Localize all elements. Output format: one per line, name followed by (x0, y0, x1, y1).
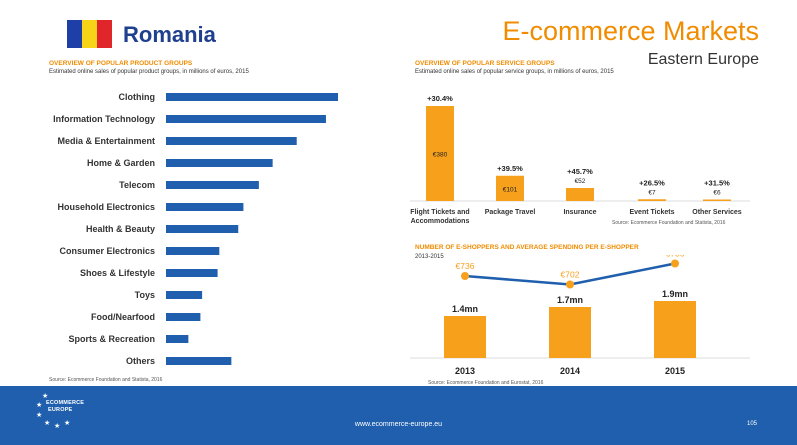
region-subtitle: Eastern Europe (647, 51, 759, 68)
product-bar (166, 225, 239, 233)
shopper-bar-label: 1.4mn (452, 304, 478, 314)
product-category-label: Consumer Electronics (59, 246, 155, 256)
service-bar (426, 106, 454, 201)
service-value-label: €7 (648, 189, 656, 196)
shopper-bar (549, 307, 591, 358)
shopper-year-label: 2014 (560, 366, 580, 376)
product-category-label: Others (126, 356, 155, 366)
product-bar (166, 203, 244, 211)
shopper-bar (654, 301, 696, 358)
footer-url[interactable]: www.ecommerce-europe.eu (354, 421, 443, 428)
service-bar (496, 175, 524, 201)
product-bar (166, 335, 189, 343)
product-category-label: Household Electronics (57, 202, 155, 212)
product-section-title: OVERVIEW OF POPULAR PRODUCT GROUPS (49, 60, 193, 67)
spending-label: €736 (456, 261, 475, 271)
star-icon: ★ (36, 402, 43, 409)
product-bar (166, 247, 220, 255)
service-value-label: €52 (575, 178, 586, 185)
service-category-label: Other Services (692, 209, 742, 216)
shopper-year-label: 2015 (665, 366, 685, 376)
footer-bar (0, 386, 797, 445)
star-icon: ★ (44, 420, 51, 427)
logo-text-europe: EUROPE (48, 407, 73, 413)
product-category-label: Food/Nearfood (91, 312, 155, 322)
product-source: Source: Ecommerce Foundation and Statist… (49, 377, 163, 383)
product-bar (166, 291, 203, 299)
product-category-label: Home & Garden (87, 158, 155, 168)
flag-stripe-blue (67, 20, 82, 48)
shopper-source: Source: Ecommerce Foundation and Eurosta… (428, 380, 544, 386)
ecommerce-europe-logo: ★ ★ ★ ★ ★ ★ ECOMMERCE EUROPE (36, 392, 96, 430)
service-bar (638, 199, 666, 201)
product-bar (166, 181, 259, 189)
service-section-title: OVERVIEW OF POPULAR SERVICE GROUPS (415, 60, 555, 67)
logo-text-ecommerce: ECOMMERCE (46, 400, 85, 406)
service-category-label: Insurance (563, 209, 596, 216)
spending-label: €786 (666, 255, 685, 259)
shopper-bar-label: 1.9mn (662, 289, 688, 299)
product-category-label: Information Technology (53, 114, 155, 124)
service-bar (703, 199, 731, 201)
product-category-label: Toys (135, 290, 155, 300)
product-category-label: Media & Entertainment (57, 136, 155, 146)
spending-marker (566, 280, 574, 289)
shopper-year-label: 2013 (455, 366, 475, 376)
service-growth-label: +26.5% (639, 178, 665, 187)
service-bar (566, 188, 594, 201)
page-title: E-commerce Markets (502, 16, 759, 46)
product-category-label: Shoes & Lifestyle (80, 268, 155, 278)
service-growth-label: +31.5% (704, 179, 730, 188)
product-bar (166, 159, 273, 167)
flag-stripe-red (97, 20, 112, 48)
product-bar (166, 93, 338, 101)
product-bar (166, 137, 297, 145)
service-groups-chart: €380 +30.4% Flight Tickets and Accommodatio… (410, 94, 750, 225)
product-category-label: Sports & Recreation (68, 334, 155, 344)
spending-marker (671, 259, 679, 268)
service-value-label: €101 (503, 186, 518, 193)
product-category-label: Telecom (119, 180, 155, 190)
service-source: Source: Ecommerce Foundation and Statist… (612, 220, 726, 226)
star-icon: ★ (54, 423, 61, 430)
star-icon: ★ (64, 420, 71, 427)
product-category-label: Clothing (119, 92, 156, 102)
product-category-label: Health & Beauty (86, 224, 155, 234)
service-growth-label: +39.5% (497, 164, 523, 173)
service-section-subtitle: Estimated online sales of popular servic… (415, 69, 614, 75)
product-groups-chart: Clothing Information Technology Media & En… (53, 92, 338, 366)
product-bar (166, 115, 326, 123)
service-category-label: Package Travel (485, 209, 536, 216)
e-shoppers-chart: 1.4mn 2013 1.7mn 2014 1.9mn 2015 €736 €702 €786 (410, 255, 750, 376)
romania-flag (67, 20, 112, 48)
service-growth-label: +30.4% (427, 94, 453, 103)
spending-marker (461, 272, 469, 280)
product-bar (166, 313, 201, 321)
service-category-label: Event Tickets (629, 209, 674, 216)
shopper-bar-label: 1.7mn (557, 295, 583, 305)
spending-label: €702 (561, 270, 580, 280)
product-bar (166, 357, 232, 365)
shopper-bar (444, 316, 486, 358)
star-icon: ★ (42, 393, 49, 400)
star-icon: ★ (36, 412, 43, 419)
flag-stripe-yellow (82, 20, 97, 48)
service-value-label: €380 (433, 152, 448, 159)
service-growth-label: +45.7% (567, 167, 593, 176)
product-section-subtitle: Estimated online sales of popular produc… (49, 69, 249, 75)
service-category-label: Accommodations (411, 218, 470, 225)
country-title: Romania (123, 22, 216, 47)
shopper-section-subtitle: 2013-2015 (415, 254, 444, 260)
shopper-section-title: NUMBER OF E-SHOPPERS AND AVERAGE SPENDIN… (415, 244, 639, 251)
product-bar (166, 269, 218, 277)
page-number: 105 (746, 421, 757, 427)
service-category-label: Flight Tickets and (410, 209, 469, 216)
service-value-label: €6 (713, 190, 721, 197)
